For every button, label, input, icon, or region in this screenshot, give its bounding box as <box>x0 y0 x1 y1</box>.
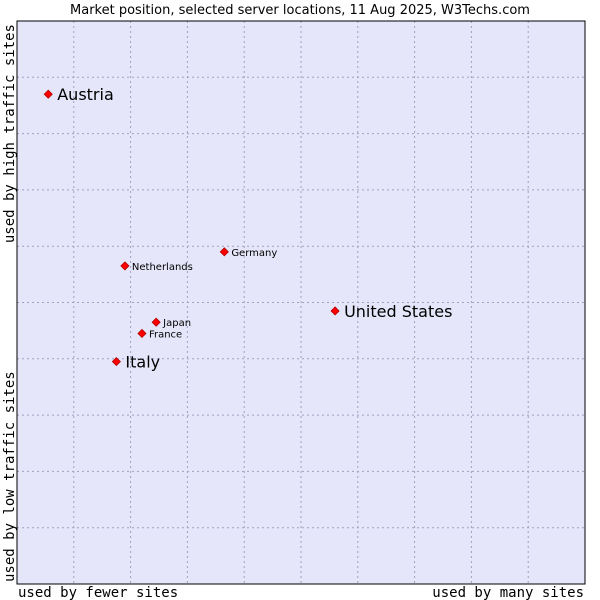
point-label: Germany <box>231 248 277 259</box>
plot-border <box>16 20 586 585</box>
point-label: Austria <box>57 85 114 104</box>
x-axis-label-left: used by fewer sites <box>18 585 178 600</box>
data-points: Austria United States Italy Germany Netherla… <box>43 85 452 372</box>
data-point-france: France <box>137 328 182 340</box>
data-point-italy: Italy <box>111 353 160 372</box>
chart-title: Market position, selected server locatio… <box>70 3 530 18</box>
point-label: United States <box>344 302 452 321</box>
point-marker <box>151 317 161 327</box>
point-marker <box>111 357 121 367</box>
point-marker <box>137 328 147 339</box>
y-axis-label-top: used by high traffic sites <box>2 24 18 243</box>
x-axis-label-right: used by many sites <box>432 585 584 600</box>
point-marker <box>43 89 53 99</box>
data-point-japan: Japan <box>151 317 191 329</box>
point-label: Netherlands <box>132 262 193 273</box>
data-point-austria: Austria <box>43 85 114 104</box>
data-point-germany: Germany <box>219 247 277 259</box>
grid-lines <box>17 21 585 584</box>
point-marker <box>219 247 229 257</box>
point-label: Italy <box>125 353 160 372</box>
point-label: France <box>149 329 182 340</box>
point-marker <box>330 306 340 316</box>
y-axis-label-bottom: used by low traffic sites <box>2 371 18 582</box>
point-marker <box>120 261 130 271</box>
data-point-netherlands: Netherlands <box>120 261 193 273</box>
data-point-united-states: United States <box>330 302 452 321</box>
point-label: Japan <box>162 318 191 329</box>
